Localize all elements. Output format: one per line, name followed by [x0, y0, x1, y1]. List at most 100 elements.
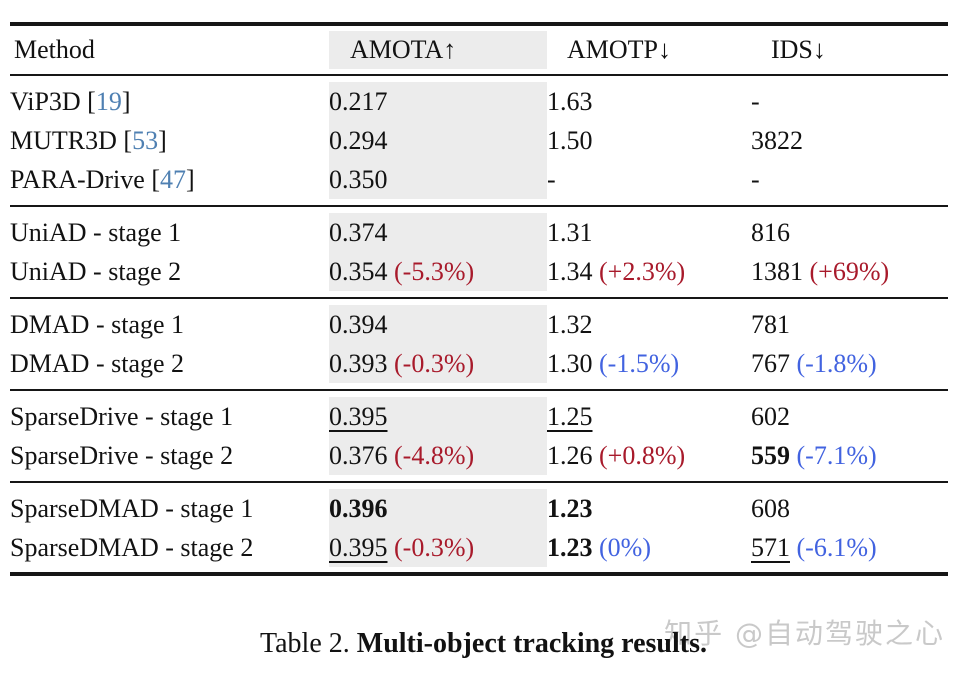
cell-text: 816 [751, 217, 790, 247]
cell-text: SparseDrive - stage 1 [10, 401, 234, 431]
method-cell: UniAD - stage 1 [10, 213, 329, 252]
method-cell: SparseDrive - stage 1 [10, 397, 329, 436]
cell-text: 1.34 [547, 256, 593, 286]
method-cell: DMAD - stage 1 [10, 305, 329, 344]
amota-cell: 0.354 (-5.3%) [329, 252, 547, 291]
citation-link[interactable]: 47 [159, 164, 186, 194]
amota-cell: 0.374 [329, 213, 547, 252]
cell-text: (-1.5%) [592, 348, 680, 378]
table-row: SparseDMAD - stage 1 0.396 1.23 608 [10, 489, 948, 528]
ids-cell: 559 (-7.1%) [751, 436, 948, 475]
amotp-cell: 1.34 (+2.3%) [547, 252, 751, 291]
watermark: 知乎 @自动驾驶之心 [664, 617, 945, 650]
cell-text: 0.395 [329, 532, 388, 562]
spacer-row [10, 291, 948, 298]
cell-text: DMAD - stage 1 [10, 309, 185, 339]
cell-text: (0%) [592, 532, 651, 562]
cell-text: SparseDMAD - stage 2 [10, 532, 254, 562]
amota-cell: 0.393 (-0.3%) [329, 344, 547, 383]
amota-cell: 0.350 [329, 160, 547, 199]
row-group: DMAD - stage 1 0.394 1.32 781 DMAD - stage 2… [10, 298, 948, 390]
cell-text: 1.23 [547, 493, 593, 523]
amotp-cell: 1.32 [547, 305, 751, 344]
cell-text: PARA-Drive [ [10, 164, 160, 194]
spacer-row [10, 75, 948, 82]
cell-text: 767 [751, 348, 790, 378]
cell-text: SparseDMAD - stage 1 [10, 493, 254, 523]
cell-text: ViP3D [ [10, 86, 96, 116]
cell-text: (-1.8%) [790, 348, 877, 378]
ids-cell: 602 [751, 397, 948, 436]
cell-text: 1.26 [547, 440, 593, 470]
cell-text: 1381 [751, 256, 803, 286]
row-group: UniAD - stage 1 0.374 1.31 816 UniAD - stage… [10, 206, 948, 298]
col-header-amotp: AMOTP↓ [547, 24, 751, 75]
caption-prefix: Table 2. [259, 628, 357, 659]
cell-text: 0.394 [329, 309, 388, 339]
spacer-row [10, 390, 948, 397]
row-group: ViP3D [19] 0.217 1.63- MUTR3D [53] 0.294 1.50… [10, 75, 948, 206]
method-cell: PARA-Drive [47] [10, 160, 329, 199]
ids-cell: 1381 (+69%) [751, 252, 948, 291]
cell-text: - [751, 86, 760, 116]
ids-cell: - [751, 82, 948, 121]
cell-text: - [751, 164, 760, 194]
cell-text: 0.393 [329, 348, 388, 378]
amotp-cell: 1.30 (-1.5%) [547, 344, 751, 383]
up-arrow-icon: ↑ [443, 35, 457, 64]
amota-cell: 0.217 [329, 82, 547, 121]
method-cell: SparseDrive - stage 2 [10, 436, 329, 475]
cell-text: 0.396 [329, 493, 388, 523]
citation-link[interactable]: 53 [132, 125, 159, 155]
cell-text: 602 [751, 401, 790, 431]
cell-text: (-6.1%) [790, 532, 877, 562]
table-row: ViP3D [19] 0.217 1.63- [10, 82, 948, 121]
cell-text: 0.395 [329, 401, 388, 431]
ids-cell: - [751, 160, 948, 199]
spacer-row [10, 206, 948, 213]
amotp-cell: 1.23 (0%) [547, 528, 751, 567]
col-label: Method [14, 35, 95, 64]
table-row: SparseDrive - stage 1 0.395 1.25 602 [10, 397, 948, 436]
cell-text: - [547, 164, 556, 194]
cell-text: 571 [751, 532, 790, 562]
method-cell: SparseDMAD - stage 1 [10, 489, 329, 528]
col-label: AMOTA [350, 35, 444, 64]
spacer-row [10, 475, 948, 482]
cell-text: ] [158, 125, 167, 155]
amotp-cell: 1.50 [547, 121, 751, 160]
cell-text: (-4.8%) [387, 440, 475, 470]
row-group: SparseDrive - stage 1 0.395 1.25 602 SparseD… [10, 390, 948, 482]
spacer-row [10, 199, 948, 206]
cell-text: (+69%) [803, 256, 890, 286]
caption-title: Multi-object tracking results. [356, 628, 707, 659]
method-cell: SparseDMAD - stage 2 [10, 528, 329, 567]
cell-text: UniAD - stage 2 [10, 256, 182, 286]
cell-text: 3822 [751, 125, 803, 155]
col-label: IDS [771, 35, 813, 64]
method-cell: MUTR3D [53] [10, 121, 329, 160]
col-header-method: Method [10, 24, 329, 75]
citation-link[interactable]: 19 [95, 86, 122, 116]
cell-text: 1.31 [547, 217, 593, 247]
spacer-row [10, 298, 948, 305]
amota-cell: 0.396 [329, 489, 547, 528]
cell-text: 0.217 [329, 86, 388, 116]
amotp-cell: 1.23 [547, 489, 751, 528]
cell-text: 0.374 [329, 217, 388, 247]
ids-cell: 3822 [751, 121, 948, 160]
table-row: SparseDMAD - stage 2 0.395 (-0.3%) 1.23 (0… [10, 528, 948, 567]
table-row: PARA-Drive [47] 0.350- - [10, 160, 948, 199]
amota-cell: 0.294 [329, 121, 547, 160]
amota-cell: 0.395 [329, 397, 547, 436]
cell-text: 1.25 [547, 401, 593, 431]
amotp-cell: 1.26 (+0.8%) [547, 436, 751, 475]
table-row: SparseDrive - stage 2 0.376 (-4.8%) 1.26 (… [10, 436, 948, 475]
table-header: Method AMOTA↑ AMOTP↓ IDS↓ [10, 24, 948, 75]
cell-text: 781 [751, 309, 790, 339]
cell-text: (+0.8%) [592, 440, 686, 470]
method-cell: DMAD - stage 2 [10, 344, 329, 383]
cell-text: 0.354 [329, 256, 388, 286]
cell-text: 608 [751, 493, 790, 523]
table-row: UniAD - stage 2 0.354 (-5.3%) 1.34 (+2.3%)… [10, 252, 948, 291]
